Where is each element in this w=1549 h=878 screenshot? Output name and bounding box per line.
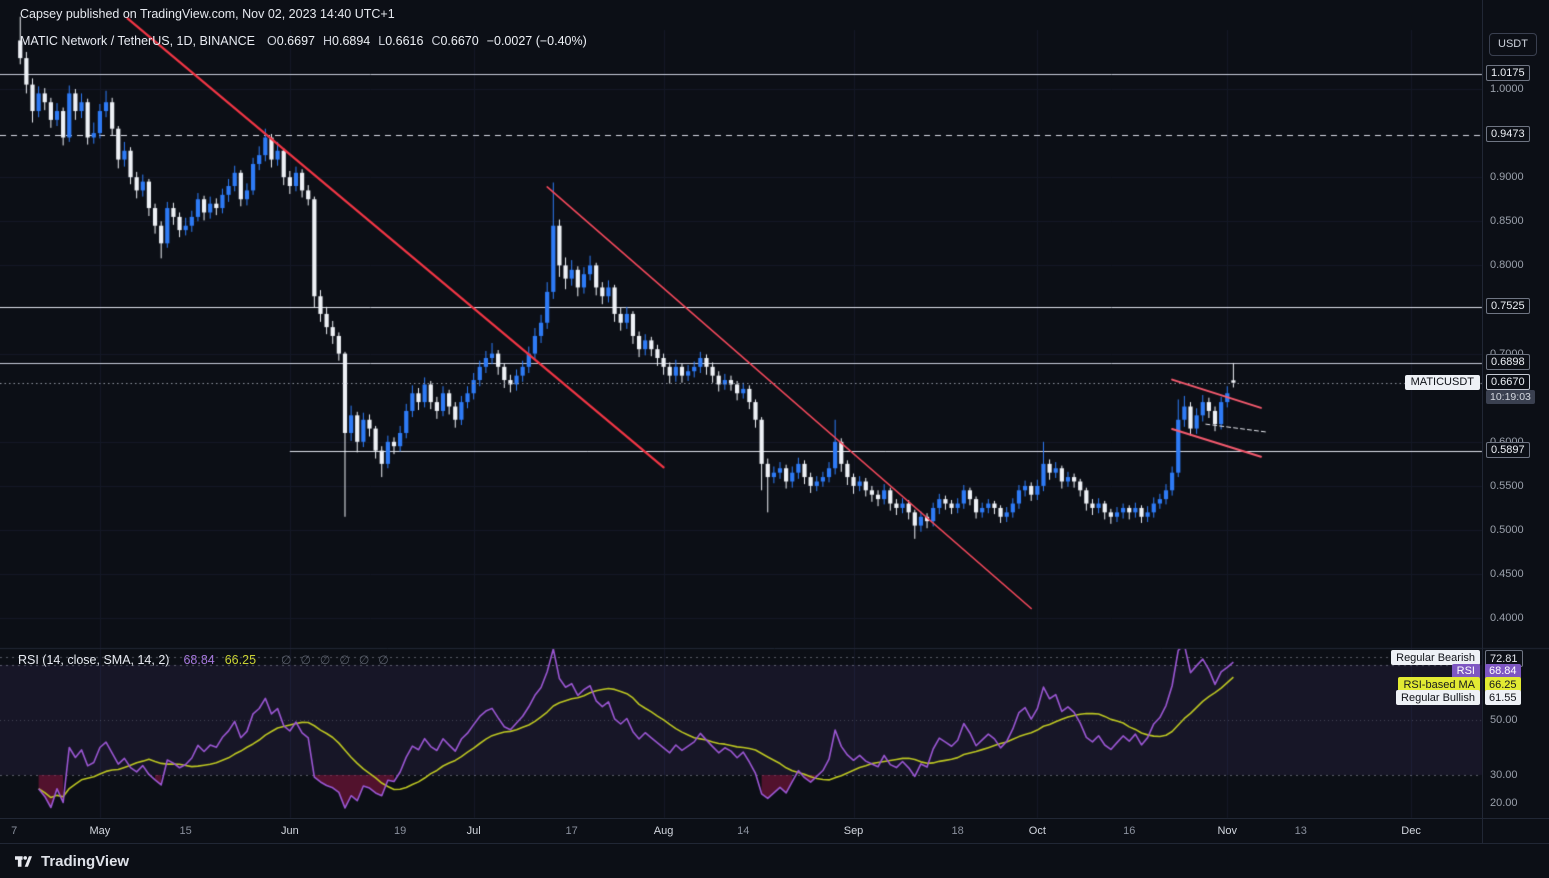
price-tick: 0.4000 [1490,612,1524,625]
high-value: 0.6894 [332,34,371,48]
price-axis[interactable]: USDT 1.00000.90000.85000.80000.70000.600… [1482,0,1549,843]
tradingview-brand[interactable]: TradingView [41,852,130,870]
change-value: −0.0027 (−0.40%) [486,34,587,48]
price-tick: 0.9000 [1490,171,1524,184]
muted-value-icon[interactable]: ∅ [358,653,370,667]
rsi-tag-rsi: RSI [1451,663,1480,679]
muted-value-icon[interactable]: ∅ [378,653,389,667]
muted-value-icon[interactable]: ∅ [281,653,292,667]
time-tick[interactable]: 17 [565,825,578,837]
time-tick[interactable]: Sep [843,825,864,837]
rsi-tick: 20.00 [1490,796,1518,809]
open-value: 0.6697 [276,34,315,48]
low-value: 0.6616 [385,34,424,48]
high-label: H [322,34,333,48]
price-tick: 1.0000 [1490,83,1524,95]
price-level-label: 0.5897 [1486,441,1530,458]
close-value: 0.6670 [440,34,479,48]
time-axis[interactable]: 7 May 15 Jun 19 Jul 17 Aug 14 Sep 18 Oct 16 Nov 13 Dec [0,818,1549,844]
currency-unit-button[interactable]: USDT [1489,33,1537,56]
time-tick[interactable]: Jun [280,825,299,837]
time-tick[interactable]: 16 [1123,825,1136,837]
symbol-price-tag: MATICUSDT [1404,374,1480,390]
price-tick: 0.5000 [1490,524,1524,536]
price-tick: 0.5500 [1490,479,1524,492]
time-tick[interactable]: 15 [179,825,192,837]
time-tick[interactable]: Aug [653,825,674,837]
price-level-label: 0.9473 [1486,126,1530,143]
price-tick: 0.8000 [1490,259,1524,272]
open-label: O [267,34,277,48]
time-tick[interactable]: 18 [951,825,964,837]
publication-text: Capsey published on TradingView.com, Nov… [20,7,395,21]
close-label: C [431,34,441,48]
price-level-label: 0.6898 [1486,353,1530,370]
price-tick: 0.4500 [1490,568,1524,581]
muted-value-icon[interactable]: ∅ [339,653,350,667]
rsi-value-rsi: 68.84 [1485,663,1521,679]
rsi-ma-current-value: 66.25 [224,653,257,667]
muted-value-icon[interactable]: ∅ [319,653,331,667]
rsi-tag-rsi-based-ma: RSI-based MA [1398,677,1480,693]
time-tick[interactable]: Dec [1401,825,1421,837]
time-tick[interactable]: Oct [1028,825,1046,837]
rsi-value-regular-bullish: 61.55 [1485,690,1521,706]
rsi-tick: 50.00 [1490,714,1518,726]
rsi-legend[interactable]: RSI (14, close, SMA, 14, 2) 68.84 66.25 ∅ ∅ ∅… [18,653,389,667]
last-price-label: 0.6670 [1486,373,1530,390]
muted-value-icon[interactable]: ∅ [300,653,311,667]
rsi-current-value: 68.84 [183,653,215,667]
price-level-label: 1.0175 [1486,64,1530,81]
time-tick[interactable]: 13 [1294,825,1307,837]
price-level-label: 0.7525 [1486,298,1530,315]
symbol-legend[interactable]: MATIC Network / TetherUS, 1D, BINANCE O0.… [20,34,587,48]
low-label: L [378,34,386,48]
publication-bar: Capsey published on TradingView.com, Nov… [0,0,1549,30]
price-tick: 0.8500 [1490,215,1524,228]
muted-value-icons: ∅ ∅ ∅ ∅ ∅ ∅ [272,653,389,667]
rsi-indicator-title: RSI (14, close, SMA, 14, 2) [18,653,170,667]
time-tick[interactable]: Nov [1217,825,1238,837]
time-tick[interactable]: 7 [11,825,18,837]
footer-bar: TradingView [0,843,1549,878]
time-tick[interactable]: 14 [737,825,750,837]
time-tick[interactable]: 19 [394,825,407,837]
symbol-title: MATIC Network / TetherUS, 1D, BINANCE [20,34,256,48]
bar-close-countdown: 10:19:03 [1486,389,1535,404]
rsi-tag-regular-bullish: Regular Bullish [1396,690,1480,706]
tradingview-logo-icon[interactable] [14,852,33,871]
rsi-value-rsi-based-ma: 66.25 [1485,677,1521,693]
time-tick[interactable]: Jul [466,825,481,837]
time-tick[interactable]: May [89,825,111,837]
rsi-tag-regular-bearish: Regular Bearish [1391,650,1480,666]
rsi-tick: 30.00 [1490,769,1518,781]
